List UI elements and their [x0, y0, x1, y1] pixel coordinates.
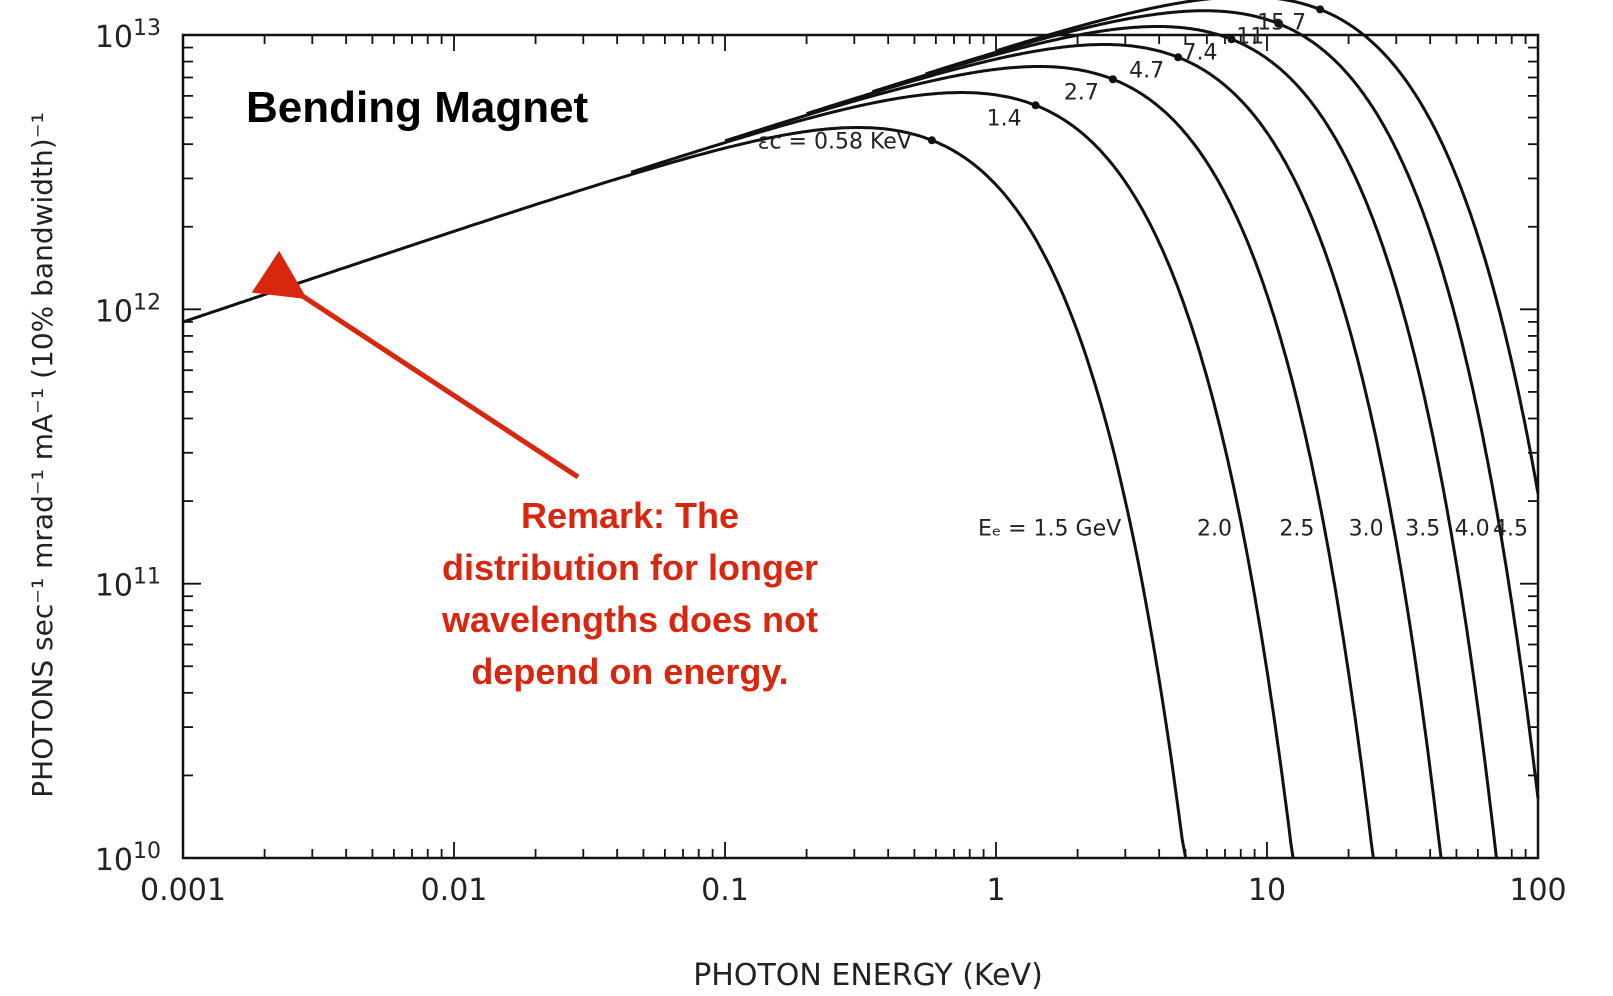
critical-energy-label: 1.4 [987, 106, 1022, 131]
critical-energy-label: 11 [1236, 25, 1264, 50]
y-tick-label: 1010 [95, 839, 161, 878]
x-tick-label: 0.1 [701, 873, 749, 908]
y-tick-exponent: 11 [133, 565, 161, 590]
x-axis-label: PHOTON ENERGY (KeV) [693, 958, 1043, 993]
curve-labels: εc = 0.58 KeV Eₑ = 1.5 GeV 1.4 2.0 2.7 2.5 4.7… [758, 10, 1528, 541]
critical-energy-point [1031, 101, 1040, 110]
series-label: 4.0 [1455, 517, 1490, 542]
curves [182, 0, 1540, 860]
critical-energy-point [1227, 35, 1236, 44]
critical-energy-label: 2.7 [1064, 80, 1099, 105]
tick-marks [182, 35, 1538, 859]
series-line-4.5 [995, 0, 1540, 494]
y-tick-exponent: 13 [133, 16, 161, 41]
chart-title: Bending Magnet [246, 83, 589, 132]
critical-energy-label: εc = 0.58 KeV [758, 129, 912, 154]
remark-text-line: Remark: The [521, 495, 739, 536]
remark-annotation: Remark: The distribution for longer wavele… [251, 250, 818, 692]
series-line-3.0 [806, 43, 1443, 859]
series-line-2.5 [724, 65, 1375, 859]
series-line-1.5 GeV [182, 126, 1188, 859]
y-axis-label: PHOTONS sec⁻¹ mrad⁻¹ mA⁻¹ (10% bandwidth… [26, 112, 59, 797]
x-tick-label: 0.001 [140, 873, 226, 908]
series-label: 2.5 [1279, 517, 1314, 542]
critical-energy-point [927, 136, 936, 145]
y-tick-label: 1013 [95, 16, 161, 55]
y-tick-base: 10 [95, 20, 133, 55]
series-line-4.0 [925, 9, 1540, 799]
critical-energy-point [1316, 5, 1325, 14]
critical-energy-point [1174, 53, 1183, 62]
x-tick-label: 0.01 [421, 873, 488, 908]
plot-border [181, 33, 1540, 860]
remark-text-line: depend on energy. [471, 651, 788, 692]
critical-energy-point [1108, 75, 1117, 84]
y-tick-exponent: 12 [133, 290, 161, 315]
critical-energy-point [1274, 19, 1283, 28]
series-label: 3.0 [1349, 517, 1384, 542]
y-tick-base: 10 [95, 569, 133, 604]
critical-energy-label: 7.4 [1183, 40, 1218, 65]
remark-arrow [251, 250, 580, 480]
series-label: Eₑ = 1.5 GeV [978, 517, 1121, 542]
x-tick-label: 1 [986, 873, 1005, 908]
y-tick-exponent: 10 [133, 839, 161, 864]
remark-text-line: wavelengths does not [441, 599, 818, 640]
critical-energy-label: 4.7 [1129, 58, 1164, 83]
series-label: 4.5 [1493, 517, 1528, 542]
y-tick-label: 1011 [95, 565, 161, 604]
x-tick-label: 100 [1509, 873, 1566, 908]
series-line-3.5 [871, 25, 1499, 860]
series-line-2.0 [630, 91, 1295, 859]
x-tick-label: 10 [1248, 873, 1286, 908]
series-label: 2.0 [1197, 517, 1232, 542]
remark-text-line: distribution for longer [442, 547, 818, 588]
y-tick-label: 1012 [95, 290, 161, 329]
y-tick-base: 10 [95, 843, 133, 878]
series-label: 3.5 [1405, 517, 1440, 542]
y-tick-base: 10 [95, 294, 133, 329]
plot-frame [181, 33, 1540, 860]
critical-energy-label: 15.7 [1257, 10, 1306, 35]
